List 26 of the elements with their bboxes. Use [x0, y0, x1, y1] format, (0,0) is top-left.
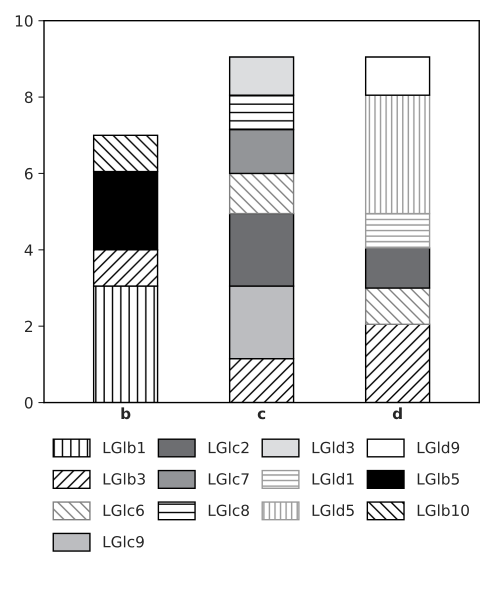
y-tick-label: 2 — [24, 320, 32, 332]
legend-label: LGld9 — [418, 442, 460, 454]
y-tick-label: 6 — [24, 168, 33, 180]
legend-label: LGlb10 — [418, 504, 469, 516]
y-tick-label: 8 — [24, 92, 33, 104]
bar — [364, 287, 430, 325]
legend-label: LGld3 — [312, 442, 354, 454]
legend-label: LGlc8 — [208, 504, 249, 516]
bar — [228, 172, 294, 214]
x-tick-label: c — [258, 410, 266, 420]
bar — [364, 56, 430, 96]
y-tick-label: 10 — [16, 15, 33, 27]
x-tick-label: d — [392, 407, 402, 420]
legend-label: LGlb5 — [418, 472, 459, 485]
legend-label: LGlb3 — [104, 472, 145, 485]
bar — [364, 247, 430, 289]
legend-label: LGld1 — [312, 472, 354, 485]
y-tick-label: 0 — [24, 397, 33, 409]
y-tick-label: 4 — [24, 244, 33, 256]
x-tick-label: b — [121, 407, 130, 420]
legend-label: LGlb1 — [104, 442, 145, 454]
legend-label: LGld5 — [312, 504, 354, 516]
legend-label: LGlc9 — [104, 536, 144, 548]
legend-label: LGlc2 — [208, 442, 248, 454]
legend-label: LGlc6 — [104, 504, 144, 516]
legend-label: LGlc7 — [208, 472, 249, 485]
